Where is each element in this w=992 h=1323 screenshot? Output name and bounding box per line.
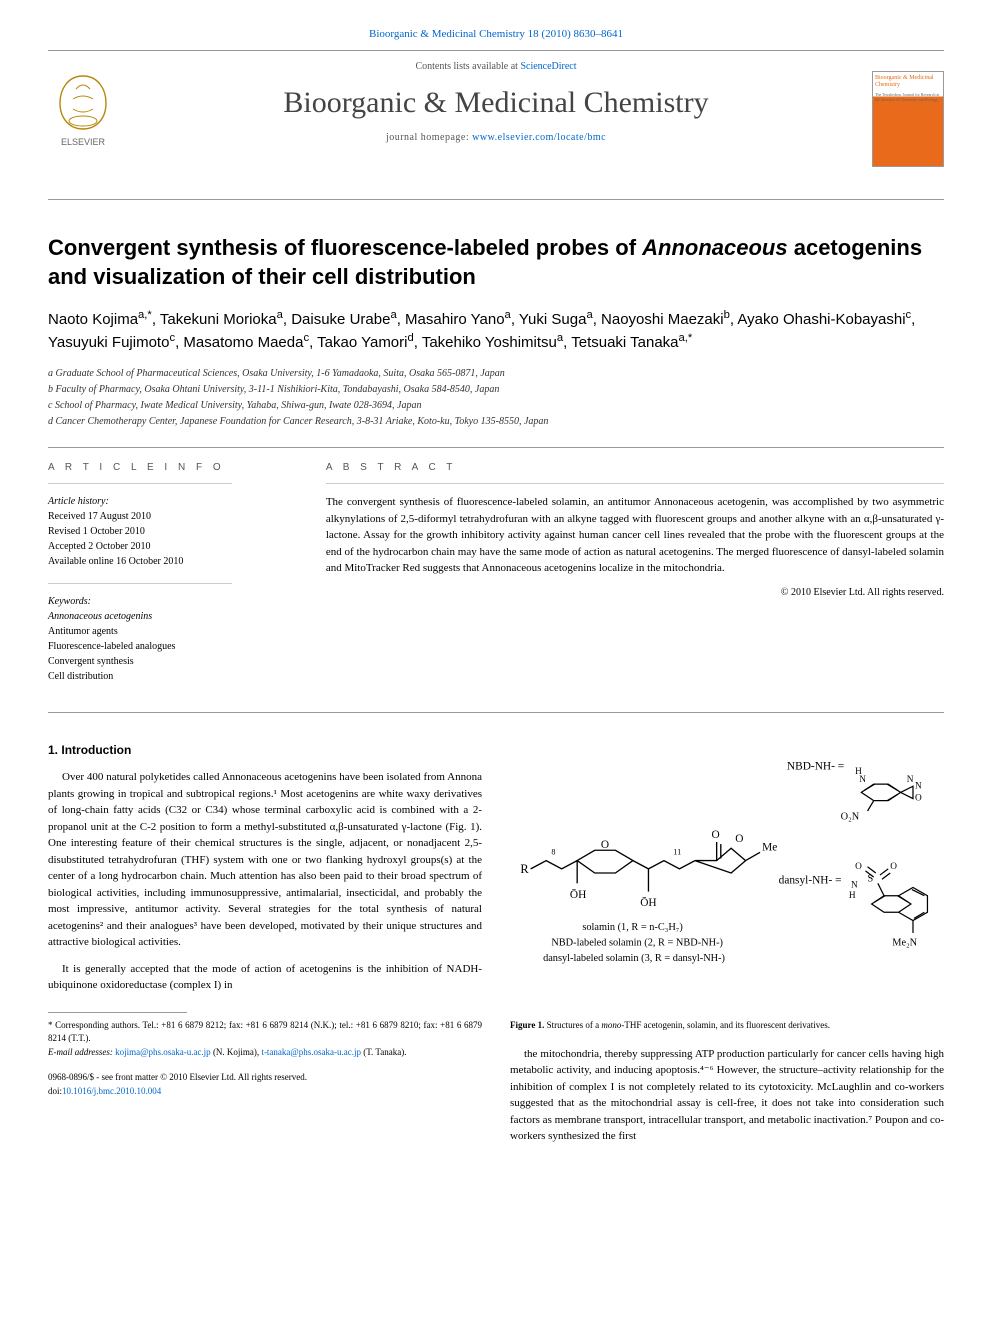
journal-cover-thumbnail: Bioorganic & Medicinal Chemistry The Tet… [872, 71, 944, 167]
affiliation: c School of Pharmacy, Iwate Medical Univ… [48, 398, 944, 413]
citation-link[interactable]: Bioorganic & Medicinal Chemistry 18 (201… [369, 28, 623, 40]
fig-label-oh: ŌH [570, 889, 586, 901]
svg-text:N: N [851, 881, 858, 891]
corresponding-author-note: * Corresponding authors. Tel.: +81 6 687… [48, 1019, 482, 1046]
svg-text:O: O [915, 794, 922, 804]
svg-text:11: 11 [673, 848, 681, 857]
keyword: Antitumor agents [48, 624, 294, 639]
left-column: 1. Introduction Over 400 natural polyket… [48, 741, 482, 1154]
divider [48, 583, 232, 584]
elsevier-text: ELSEVIER [61, 137, 106, 147]
author-list: Naoto Kojimaa,*, Takekuni Moriokaa, Dais… [48, 309, 944, 354]
fig-label-dansyl: dansyl-NH- = [779, 875, 842, 887]
paragraph: Over 400 natural polyketides called Anno… [48, 769, 482, 951]
fig-label-no2: O₂N [841, 811, 860, 822]
divider [48, 483, 232, 484]
doi-line: doi:10.1016/j.bmc.2010.10.004 [48, 1085, 482, 1099]
info-abstract-row: A R T I C L E I N F O Article history: R… [48, 447, 944, 713]
fig-label-nbd: NBD-NH- = [787, 761, 844, 773]
svg-text:N: N [907, 775, 914, 785]
keywords: Keywords: Annonaceous acetogenins Antitu… [48, 594, 294, 684]
affiliations: a Graduate School of Pharmaceutical Scie… [48, 366, 944, 429]
article-history: Article history: Received 17 August 2010… [48, 494, 294, 569]
fig-label-o: O [601, 839, 609, 851]
article-title: Convergent synthesis of fluorescence-lab… [48, 234, 944, 291]
keyword: Fluorescence-labeled analogues [48, 639, 294, 654]
homepage-link[interactable]: www.elsevier.com/locate/bmc [472, 132, 606, 143]
journal-header: ELSEVIER Bioorganic & Medicinal Chemistr… [48, 50, 944, 200]
history-item: Accepted 2 October 2010 [48, 539, 294, 554]
fig-label-me: Me [762, 841, 777, 853]
affiliation: a Graduate School of Pharmaceutical Scie… [48, 366, 944, 381]
history-item: Revised 1 October 2010 [48, 524, 294, 539]
keyword: Convergent synthesis [48, 654, 294, 669]
fig-legend: NBD-labeled solamin (2, R = NBD-NH-) [551, 938, 723, 949]
email-line: E-mail addresses: kojima@phs.osaka-u.ac.… [48, 1046, 482, 1060]
fig-label-oh: ŌH [640, 897, 656, 909]
footnotes: * Corresponding authors. Tel.: +81 6 687… [48, 1019, 482, 1060]
cover-title: Bioorganic & Medicinal Chemistry [873, 72, 943, 91]
elsevier-logo: ELSEVIER [48, 71, 118, 151]
fig-label-me2n: Me₂N [892, 938, 917, 949]
right-column: R 8 ŌH O ŌH [510, 741, 944, 1154]
keyword: Cell distribution [48, 669, 294, 684]
email-link[interactable]: t-tanaka@phs.osaka-u.ac.jp [261, 1047, 361, 1057]
footnote-separator [48, 1012, 187, 1013]
copyright-footer: 0968-0896/$ - see front matter © 2010 El… [48, 1071, 482, 1085]
fig-label-r: R [520, 862, 529, 876]
fig-legend: solamin (1, R = n-C₃H₇) [582, 922, 683, 933]
section-heading: 1. Introduction [48, 741, 482, 759]
journal-homepage: journal homepage: www.elsevier.com/locat… [48, 132, 944, 143]
figure-1: R 8 ŌH O ŌH [510, 749, 944, 1031]
abstract-text: The convergent synthesis of fluorescence… [326, 494, 944, 577]
figure-1-svg: R 8 ŌH O ŌH [510, 749, 944, 1007]
svg-text:O: O [890, 862, 897, 872]
body-columns: 1. Introduction Over 400 natural polyket… [48, 741, 944, 1154]
article-info-column: A R T I C L E I N F O Article history: R… [48, 448, 308, 712]
paragraph: the mitochondria, thereby suppressing AT… [510, 1046, 944, 1145]
doi-link[interactable]: 10.1016/j.bmc.2010.10.004 [62, 1086, 161, 1096]
sciencedirect-link[interactable]: ScienceDirect [520, 61, 576, 72]
journal-title: Bioorganic & Medicinal Chemistry [48, 86, 944, 120]
svg-text:N: N [915, 781, 922, 791]
affiliation: b Faculty of Pharmacy, Osaka Ohtani Univ… [48, 382, 944, 397]
keyword: Annonaceous acetogenins [48, 609, 294, 624]
abstract-column: A B S T R A C T The convergent synthesis… [308, 448, 944, 712]
abstract-heading: A B S T R A C T [326, 462, 944, 473]
svg-text:H: H [855, 767, 862, 777]
svg-text:H: H [849, 891, 856, 901]
abstract-copyright: © 2010 Elsevier Ltd. All rights reserved… [326, 587, 944, 598]
cover-subtitle: The Tetrahedron Journal for Research at … [873, 91, 943, 103]
history-item: Received 17 August 2010 [48, 509, 294, 524]
history-item: Available online 16 October 2010 [48, 554, 294, 569]
figure-1-caption: Figure 1. Structures of a mono-THF aceto… [510, 1019, 944, 1032]
paragraph: It is generally accepted that the mode o… [48, 961, 482, 994]
affiliation: d Cancer Chemotherapy Center, Japanese F… [48, 414, 944, 429]
fig-label-o: O [735, 833, 743, 845]
history-label: Article history: [48, 494, 294, 509]
citation-line: Bioorganic & Medicinal Chemistry 18 (201… [48, 28, 944, 40]
contents-available: Contents lists available at ScienceDirec… [48, 61, 944, 72]
article-info-heading: A R T I C L E I N F O [48, 462, 294, 473]
divider [326, 483, 944, 484]
svg-text:8: 8 [551, 848, 555, 857]
fig-legend: dansyl-labeled solamin (3, R = dansyl-NH… [543, 953, 725, 964]
fig-label-o: O [711, 829, 719, 841]
email-link[interactable]: kojima@phs.osaka-u.ac.jp [115, 1047, 211, 1057]
svg-text:O: O [855, 862, 862, 872]
keywords-label: Keywords: [48, 594, 294, 609]
